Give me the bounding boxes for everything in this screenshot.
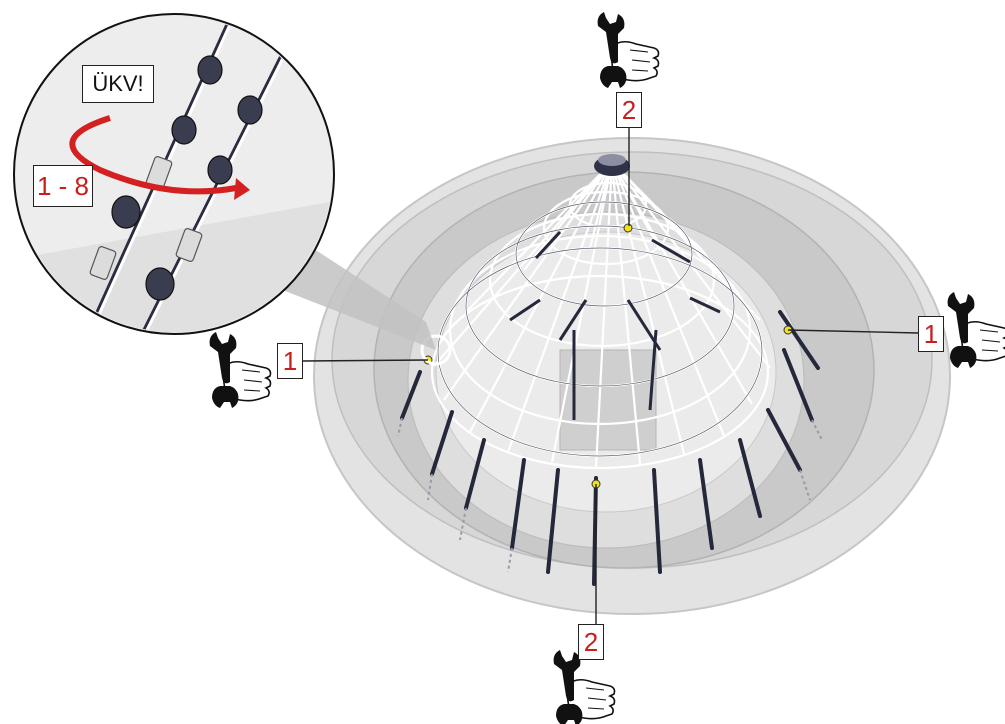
zoom-warning-label: ÜKV! bbox=[82, 65, 154, 103]
rotation-arrow-icon bbox=[69, 115, 250, 200]
top-ring bbox=[594, 154, 630, 176]
shackle-detail-icon bbox=[111, 55, 263, 301]
callout-right-number: 1 bbox=[918, 316, 944, 352]
wrench-hand-icon bbox=[208, 331, 272, 409]
anchor-chains bbox=[400, 310, 820, 586]
detail-highlight-circle bbox=[420, 334, 452, 366]
basin bbox=[313, 137, 951, 615]
wrench-hand-icon bbox=[946, 291, 1005, 369]
inner-chains bbox=[509, 230, 721, 420]
leader-lines bbox=[302, 128, 919, 624]
callout-bottom-number: 2 bbox=[578, 624, 604, 660]
callout-left-number: 1 bbox=[277, 343, 303, 379]
zoom-range-label: 1 - 8 bbox=[33, 165, 93, 207]
wrench-hand-icon bbox=[596, 11, 660, 89]
anchor-chain-light bbox=[397, 417, 823, 573]
climbing-net bbox=[430, 161, 771, 470]
callout-top-number: 2 bbox=[616, 92, 642, 128]
wrench-hand-icon bbox=[552, 649, 616, 724]
